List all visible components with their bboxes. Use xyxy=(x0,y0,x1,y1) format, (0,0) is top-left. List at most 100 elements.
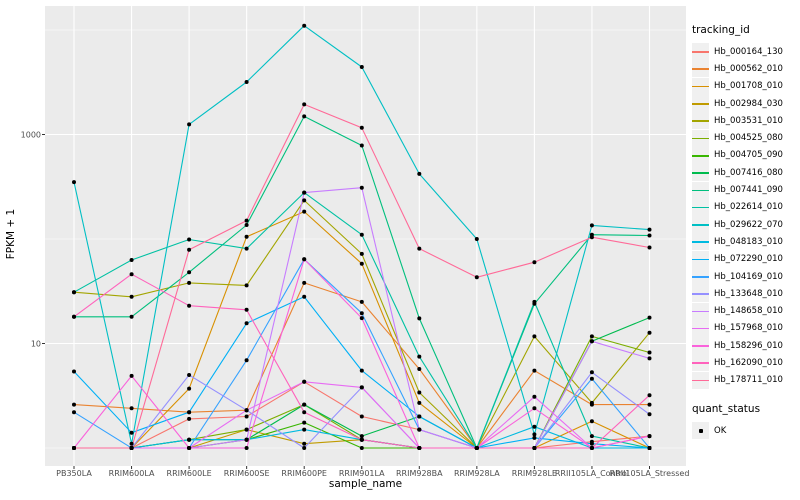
legend-key-swatch xyxy=(692,129,709,147)
data-point xyxy=(359,232,364,237)
data-point xyxy=(532,435,537,440)
legend-line-icon xyxy=(692,85,709,88)
data-point xyxy=(244,446,249,450)
legend-label: Hb_133648_010 xyxy=(714,288,783,299)
legend-entry: Hb_000562_010 xyxy=(692,60,798,78)
legend-entry: Hb_072290_010 xyxy=(692,250,798,268)
legend-line-icon xyxy=(692,224,709,226)
legend-label: Hb_007441_090 xyxy=(714,185,783,196)
data-point xyxy=(187,437,192,442)
data-point xyxy=(129,406,134,411)
x-tick-label: RRIM600LE xyxy=(166,469,212,478)
legend-key-swatch xyxy=(692,371,709,389)
data-point xyxy=(359,368,364,373)
data-point xyxy=(302,102,307,107)
data-point xyxy=(302,294,307,299)
legend-entry: Hb_048183_010 xyxy=(692,233,798,251)
legend-title-tracking-id: tracking_id xyxy=(692,24,750,36)
data-point xyxy=(589,441,594,446)
data-point xyxy=(72,410,76,415)
legend-key-swatch xyxy=(692,43,709,61)
y-tick-label: 10 xyxy=(30,339,41,348)
data-point xyxy=(302,257,307,262)
legend-label: Hb_072290_010 xyxy=(714,254,783,265)
x-tick-label: RRII105LA_Control xyxy=(554,469,630,478)
legend-key-swatch xyxy=(692,146,709,164)
x-tick-label: RRIM600LA xyxy=(108,469,155,478)
data-point xyxy=(244,408,249,413)
legend-line-icon xyxy=(692,120,709,122)
legend-key-swatch xyxy=(692,112,709,130)
legend-key-ok xyxy=(692,422,709,440)
legend-line-icon xyxy=(692,172,709,174)
x-axis-title: sample_name xyxy=(328,478,403,490)
legend-label: Hb_104169_010 xyxy=(714,271,783,282)
y-axis-title: FPKM + 1 xyxy=(5,208,17,260)
x-tick-label: PB350LA xyxy=(56,469,92,478)
data-point xyxy=(474,275,479,280)
data-point xyxy=(417,354,422,359)
legend-line-icon xyxy=(692,206,709,209)
data-point xyxy=(72,369,76,374)
data-point xyxy=(359,299,364,304)
data-point xyxy=(302,280,307,285)
data-point xyxy=(129,272,134,277)
point-marker-icon xyxy=(698,428,703,433)
data-point xyxy=(647,350,652,355)
data-point xyxy=(647,356,652,361)
data-point xyxy=(187,237,192,242)
data-point xyxy=(302,190,307,195)
data-point xyxy=(359,311,364,316)
data-point xyxy=(72,290,76,295)
data-point xyxy=(647,412,652,417)
data-point xyxy=(302,114,307,119)
legend-entry: Hb_007441_090 xyxy=(692,181,798,199)
data-point xyxy=(647,330,652,335)
data-point xyxy=(129,430,134,435)
legend-entry-ok: OK xyxy=(692,422,798,440)
legend-entry: Hb_004525_080 xyxy=(692,129,798,147)
data-point xyxy=(129,441,134,446)
legend-entry: Hb_029622_070 xyxy=(692,216,798,234)
data-point xyxy=(244,246,249,251)
data-point xyxy=(302,420,307,425)
data-point xyxy=(532,299,537,304)
data-point xyxy=(647,434,652,439)
data-point xyxy=(244,218,249,223)
data-point xyxy=(532,260,537,265)
data-point xyxy=(129,294,134,299)
data-point xyxy=(474,446,479,450)
data-point xyxy=(532,406,537,411)
y-tick-label: 1000 xyxy=(20,130,41,139)
legend-line-icon xyxy=(692,137,709,140)
data-point xyxy=(589,339,594,344)
legend-line-icon xyxy=(692,379,709,382)
data-point xyxy=(589,334,594,339)
data-point xyxy=(589,419,594,424)
legend-label-ok: OK xyxy=(714,425,727,436)
legend-label: Hb_001708_010 xyxy=(714,81,783,92)
data-point xyxy=(187,446,192,450)
data-point xyxy=(359,446,364,450)
legend-line-icon xyxy=(692,68,709,71)
data-point xyxy=(359,316,364,321)
legend-line-icon xyxy=(692,293,709,295)
data-point xyxy=(129,314,134,319)
data-point xyxy=(532,424,537,429)
legend-entry: Hb_148658_010 xyxy=(692,302,798,320)
data-point xyxy=(647,233,652,238)
data-point xyxy=(187,247,192,252)
x-tick-label: RRIM928BA xyxy=(395,469,443,478)
legend-entry: Hb_007416_080 xyxy=(692,164,798,182)
x-tick-label: RRIM901LA xyxy=(338,469,385,478)
data-point xyxy=(302,410,307,415)
legend-entry: Hb_133648_010 xyxy=(692,285,798,303)
data-point xyxy=(359,414,364,419)
legend-label: Hb_000164_130 xyxy=(714,46,783,57)
data-point xyxy=(244,437,249,442)
data-point xyxy=(647,402,652,407)
data-point xyxy=(72,402,76,407)
data-point xyxy=(302,402,307,407)
data-point xyxy=(532,432,537,437)
data-point xyxy=(647,315,652,320)
